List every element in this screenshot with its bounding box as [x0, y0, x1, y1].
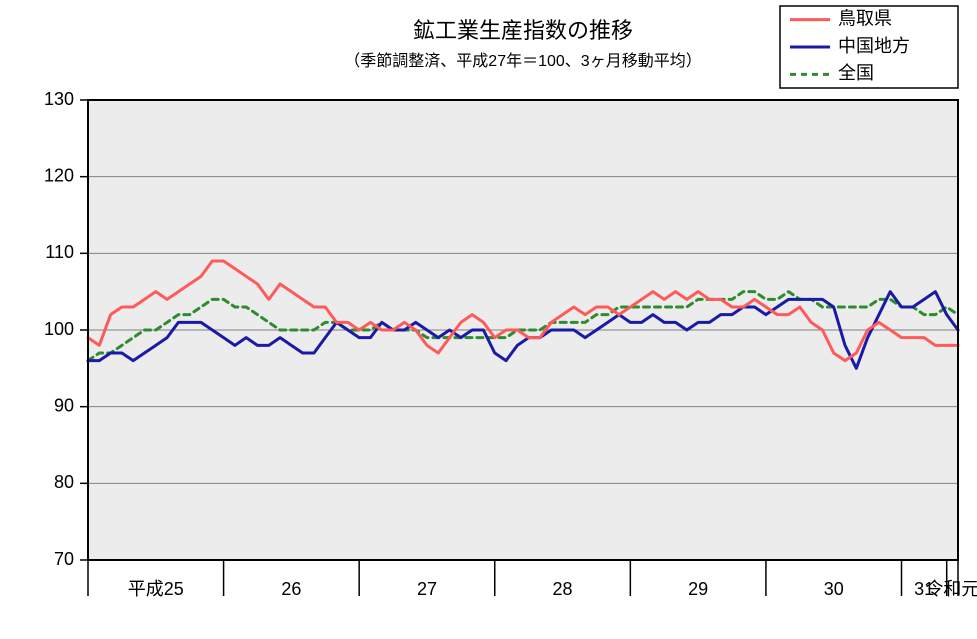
x-era-label: 30	[824, 579, 844, 599]
y-tick-label: 110	[45, 242, 74, 262]
legend-label: 全国	[838, 63, 874, 83]
chart-svg: 708090100110120130平成25262728293031令和元鉱工業…	[0, 0, 977, 639]
x-era-label: 27	[417, 579, 437, 599]
y-tick-label: 130	[44, 89, 74, 109]
chart-container: 708090100110120130平成25262728293031令和元鉱工業…	[0, 0, 977, 639]
y-tick-label: 80	[54, 472, 74, 492]
y-tick-label: 100	[44, 319, 74, 339]
legend-label: 鳥取県	[838, 8, 892, 28]
y-tick-label: 120	[44, 165, 74, 185]
y-tick-label: 90	[54, 395, 74, 415]
chart-subtitle: （季節調整済、平成27年＝100、3ヶ月移動平均）	[344, 52, 701, 70]
x-era-label: 29	[688, 579, 708, 599]
legend-label: 中国地方	[838, 36, 910, 56]
chart-title: 鉱工業生産指数の推移	[413, 18, 633, 43]
x-era-label: 令和元	[925, 579, 977, 599]
y-tick-label: 70	[54, 549, 74, 569]
x-era-label: 26	[281, 579, 301, 599]
x-era-label: 平成25	[128, 579, 184, 599]
x-era-label: 28	[553, 579, 573, 599]
